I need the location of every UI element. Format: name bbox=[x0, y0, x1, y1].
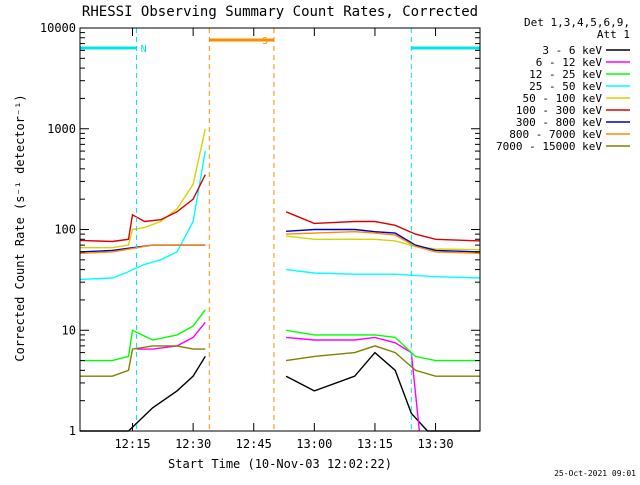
legend-label-8: 7000 - 15000 keV bbox=[496, 140, 602, 153]
y-tick-label-0: 1 bbox=[69, 424, 76, 438]
legend-header-line-1: Det 1,3,4,5,6,9, bbox=[524, 16, 630, 29]
legend-label-3: 25 - 50 keV bbox=[529, 80, 602, 93]
series-line-8-part-0 bbox=[80, 345, 206, 377]
x-tick-label-2: 12:45 bbox=[236, 437, 272, 451]
legend-label-7: 800 - 7000 keV bbox=[509, 128, 602, 141]
series-line-5-part-0 bbox=[79, 174, 206, 243]
legend-label-4: 50 - 100 keV bbox=[523, 92, 603, 105]
legend-label-5: 100 - 300 keV bbox=[516, 104, 602, 117]
y-tick-label-3: 1000 bbox=[47, 122, 76, 136]
legend-label-6: 300 - 800 keV bbox=[516, 116, 602, 129]
series-line-7-part-0 bbox=[79, 244, 206, 254]
series-line-5-part-1 bbox=[285, 211, 481, 242]
x-tick-label-1: 12:30 bbox=[175, 437, 211, 451]
legend-label-2: 12 - 25 keV bbox=[529, 68, 602, 81]
footer-timestamp: 25-Oct-2021 09:01 bbox=[554, 469, 636, 478]
axes: 12:15 12:30 12:45 13:00 13:15 13:30 1 10 100 1000… bbox=[40, 21, 480, 451]
y-tick-label-4: 10000 bbox=[40, 21, 76, 35]
x-tick-label-4: 13:15 bbox=[357, 437, 393, 451]
series-line-4-part-1 bbox=[286, 235, 481, 251]
x-tick-label-5: 13:30 bbox=[417, 437, 453, 451]
saa-flag-label: S bbox=[262, 36, 268, 47]
y-axis-label: Corrected Count Rate (s⁻¹ detector⁻¹) bbox=[13, 94, 27, 361]
x-tick-label-0: 12:15 bbox=[114, 437, 150, 451]
series-line-3-part-1 bbox=[286, 268, 481, 279]
legend-label-0: 3 - 6 keV bbox=[542, 44, 602, 57]
series-line-0-part-1 bbox=[285, 351, 480, 432]
series-line-4-part-0 bbox=[80, 128, 206, 249]
y-tick-label-2: 100 bbox=[54, 223, 76, 237]
legend-header-line-2: Att 1 bbox=[597, 28, 630, 41]
series-line-3-part-0 bbox=[79, 150, 206, 281]
night-flag-label: N bbox=[141, 44, 147, 55]
y-tick-label-1: 10 bbox=[62, 323, 76, 337]
chart-title: RHESSI Observing Summary Count Rates, Co… bbox=[82, 4, 478, 20]
series-line-2-part-0 bbox=[80, 309, 206, 362]
x-tick-label-3: 13:00 bbox=[296, 437, 332, 451]
legend-label-1: 6 - 12 keV bbox=[536, 56, 603, 69]
x-axis-label: Start Time (10-Nov-03 12:02:22) bbox=[168, 457, 392, 471]
series-line-7-part-1 bbox=[286, 230, 481, 254]
series-line-6-part-1 bbox=[286, 228, 481, 253]
series-line-8-part-1 bbox=[285, 345, 480, 377]
series-line-2-part-1 bbox=[285, 329, 480, 362]
